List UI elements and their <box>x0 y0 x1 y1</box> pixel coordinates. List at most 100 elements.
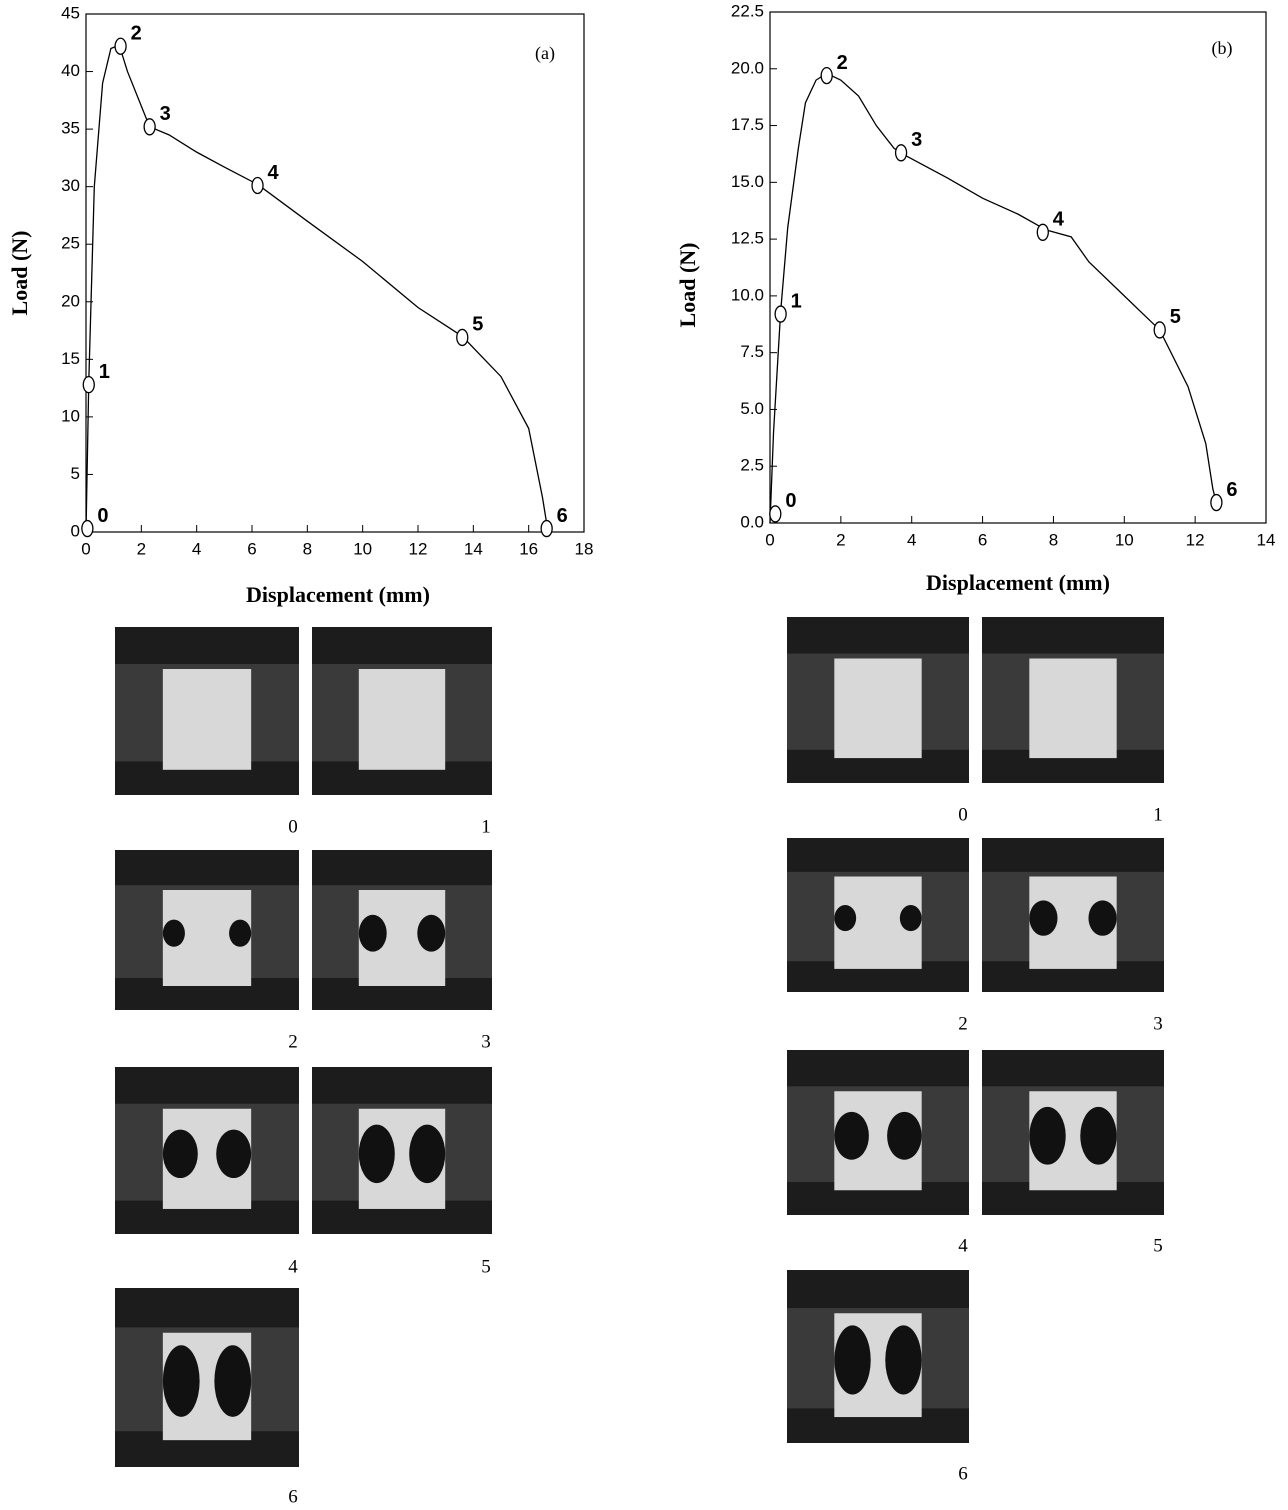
notch <box>359 915 387 952</box>
x-tick-label: 16 <box>519 539 538 558</box>
x-tick-label: 18 <box>575 539 594 558</box>
y-tick-label: 17.5 <box>731 115 764 134</box>
x-tick-label: 14 <box>1257 530 1276 549</box>
y-tick-label: 15 <box>61 349 80 368</box>
y-tick-label: 25 <box>61 234 80 253</box>
notch <box>229 920 251 947</box>
state-marker <box>252 178 263 194</box>
panel-label: (b) <box>1212 38 1233 59</box>
y-tick-label: 10 <box>61 406 80 425</box>
y-tick-label: 22.5 <box>731 1 764 20</box>
y-tick-label: 7.5 <box>740 342 764 361</box>
x-tick-label: 4 <box>192 539 201 558</box>
notch <box>163 1345 200 1417</box>
notch <box>834 1112 869 1160</box>
marker-label: 6 <box>1226 479 1237 501</box>
x-tick-label: 8 <box>1049 530 1058 549</box>
notch <box>834 1325 870 1394</box>
photo-caption: 0 <box>288 816 298 837</box>
notch <box>163 1130 198 1178</box>
photo-caption: 6 <box>958 1463 968 1484</box>
photo-caption: 5 <box>481 1256 491 1277</box>
notch <box>885 1325 921 1394</box>
specimen <box>1029 659 1116 759</box>
photo-caption: 6 <box>288 1486 298 1507</box>
photo-caption: 2 <box>958 1013 968 1034</box>
y-tick-label: 30 <box>61 176 80 195</box>
notch <box>409 1125 445 1183</box>
marker-label: 4 <box>268 162 280 184</box>
y-tick-label: 20.0 <box>731 58 764 77</box>
notch <box>216 1130 251 1178</box>
x-axis-label: Displacement (mm) <box>926 570 1110 595</box>
y-tick-label: 40 <box>61 61 80 80</box>
x-tick-label: 10 <box>353 539 372 558</box>
figure: 024681012141618051015202530354045Displac… <box>0 0 1288 1510</box>
x-tick-label: 6 <box>247 539 256 558</box>
panel-label: (a) <box>535 43 555 64</box>
marker-label: 4 <box>1053 209 1065 231</box>
specimen <box>834 659 921 759</box>
y-axis-label: Load (N) <box>7 231 32 316</box>
state-marker <box>144 119 155 135</box>
marker-label: 0 <box>97 505 108 527</box>
state-marker <box>82 521 93 537</box>
x-tick-label: 8 <box>303 539 312 558</box>
marker-label: 1 <box>791 290 802 312</box>
y-tick-label: 45 <box>61 3 80 22</box>
x-tick-label: 4 <box>907 530 916 549</box>
y-tick-label: 35 <box>61 119 80 138</box>
notch <box>359 1125 395 1183</box>
marker-label: 2 <box>131 23 142 45</box>
x-tick-label: 2 <box>836 530 845 549</box>
state-marker <box>83 377 94 393</box>
notch <box>1088 900 1116 935</box>
x-tick-label: 10 <box>1115 530 1134 549</box>
y-tick-label: 0.0 <box>740 512 764 531</box>
state-marker <box>457 329 468 345</box>
photo-caption: 0 <box>958 804 968 825</box>
photo-caption: 4 <box>958 1235 968 1256</box>
notch <box>900 905 922 931</box>
state-marker <box>821 68 832 84</box>
x-tick-label: 0 <box>81 539 90 558</box>
state-marker <box>775 306 786 322</box>
y-tick-label: 5.0 <box>740 399 764 418</box>
photo-caption: 2 <box>288 1031 298 1052</box>
state-marker <box>770 506 781 522</box>
x-tick-label: 0 <box>765 530 774 549</box>
state-marker <box>1211 495 1222 511</box>
notch <box>214 1345 251 1417</box>
y-axis-label: Load (N) <box>675 243 700 328</box>
marker-label: 0 <box>785 490 796 512</box>
x-tick-label: 12 <box>409 539 428 558</box>
notch <box>887 1112 922 1160</box>
photo-caption: 3 <box>481 1031 491 1052</box>
y-tick-label: 0 <box>71 521 80 540</box>
x-tick-label: 2 <box>137 539 146 558</box>
photo-caption: 1 <box>1153 804 1163 825</box>
notch <box>163 920 185 947</box>
x-tick-label: 6 <box>978 530 987 549</box>
state-marker <box>1037 224 1048 240</box>
marker-label: 3 <box>160 103 171 125</box>
marker-label: 5 <box>1170 306 1181 328</box>
load-curve <box>86 45 548 532</box>
y-tick-label: 20 <box>61 291 80 310</box>
photo-caption: 4 <box>288 1256 298 1277</box>
state-marker <box>1154 322 1165 338</box>
y-tick-label: 2.5 <box>740 456 764 475</box>
state-marker <box>896 145 907 161</box>
y-tick-label: 5 <box>71 464 80 483</box>
plot-frame <box>770 12 1266 523</box>
marker-label: 6 <box>557 505 568 527</box>
marker-label: 2 <box>837 52 848 74</box>
photo-caption: 3 <box>1153 1013 1163 1034</box>
y-tick-label: 10.0 <box>731 285 764 304</box>
marker-label: 5 <box>472 314 483 336</box>
photo-caption: 5 <box>1153 1235 1163 1256</box>
state-marker <box>541 521 552 537</box>
marker-label: 3 <box>911 129 922 151</box>
notch <box>1080 1107 1116 1165</box>
specimen <box>163 669 251 770</box>
